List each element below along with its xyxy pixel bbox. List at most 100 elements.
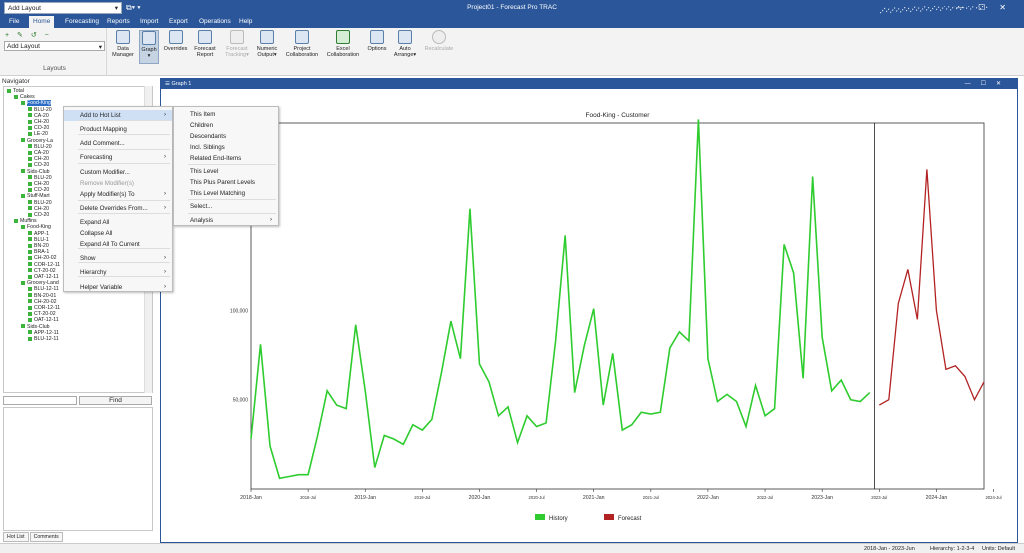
overrides-button[interactable]: Overrides [163,30,188,52]
window-controls[interactable]: —☐✕ [956,3,1020,12]
context-menu-item[interactable]: Expand All To Current [64,239,172,250]
tree-node[interactable]: BLU-12-11 [28,336,59,342]
context-menu-item[interactable]: Remove Modifier(s) [64,178,172,189]
tree-node[interactable]: Cakes [14,94,35,100]
tree-node[interactable]: Total [7,88,24,94]
tree-node[interactable]: BLU-20 [28,107,52,113]
hot-list-panel[interactable] [3,407,153,531]
context-menu-item[interactable]: Expand All [64,217,172,228]
tree-node[interactable]: Stuff-Mart [21,193,50,199]
context-menu-item[interactable]: Apply Modifier(s) To › [64,189,172,200]
project-collaboration-button[interactable]: Project Collaboration [283,30,321,58]
context-menu-item[interactable]: Show › [64,253,172,264]
tree-node[interactable]: BRA-1 [28,249,49,255]
context-menu-item[interactable]: Helper Variable › [64,282,172,293]
tree-node[interactable]: Grocery-La [21,138,53,144]
menu-forecasting[interactable]: Forecasting [65,18,99,25]
layout-dropdown[interactable]: Add Layout ▾ [4,41,105,51]
tree-node[interactable]: CA-20 [28,150,49,156]
tree-node[interactable]: BN-20-01 [28,293,56,299]
tree-node[interactable]: CT-20-02 [28,311,56,317]
graph-window-controls[interactable]: —☐✕ [964,81,1011,87]
tree-node[interactable]: Sids-Club [21,324,50,330]
submenu-item[interactable]: This Level [174,167,278,177]
context-menu-item[interactable]: Add to Hot List › [64,110,172,121]
tree-node[interactable]: CA-20 [28,113,49,119]
menu-icon[interactable]: ☰ [165,81,170,87]
context-menu-item[interactable]: Product Mapping [64,124,172,135]
auto-arrange-button[interactable]: Auto Arrange▾ [392,30,418,58]
menu-file[interactable]: File [9,18,20,25]
context-menu-item[interactable]: Delete Overrides From... › [64,203,172,214]
tree-node[interactable]: BLU-12-11 [28,286,59,292]
menu-export[interactable]: Export [169,18,188,25]
menu-help[interactable]: Help [239,18,253,25]
submenu-item[interactable]: Analysis › [174,216,278,226]
context-menu: Add to Hot List › Product Mapping Add Comme… [63,106,173,292]
context-menu-item[interactable]: Forecasting › [64,152,172,163]
sparkline-dot [890,11,892,13]
submenu-item[interactable]: Select... [174,202,278,212]
recalculate-button[interactable]: Recalculate [423,30,455,52]
find-button[interactable]: Find [79,396,152,405]
tree-node[interactable]: CH-20-02 [28,255,57,261]
tree-node[interactable]: Food-King [21,224,51,230]
tree-node[interactable]: BLU-1 [28,237,49,243]
tab-hot-list[interactable]: Hot List [3,532,29,542]
submenu-item[interactable]: This Item [174,110,278,120]
tree-node[interactable]: CH-20 [28,206,49,212]
submenu-item[interactable]: Descendants [174,132,278,142]
sparkline-dot [880,12,882,14]
graph-button[interactable]: Graph ▾ [139,30,159,64]
tree-node[interactable]: BN-20 [28,243,49,249]
tree-node[interactable]: OAT-12-11 [28,274,59,280]
tab-comments[interactable]: Comments [29,532,63,542]
tree-node[interactable]: Food-King [21,100,51,107]
tree-node[interactable]: BLU-20 [28,200,52,206]
tree-node[interactable]: LE-20 [28,131,48,137]
menu-operations[interactable]: Operations [199,18,231,25]
tree-node[interactable]: CO-20 [28,125,49,131]
tree-node[interactable]: OAT-12-11 [28,317,59,323]
tree-node[interactable]: Muffins [14,218,37,224]
tree-node[interactable]: BLU-20 [28,175,52,181]
context-menu-item[interactable]: Collapse All [64,228,172,239]
context-menu-item[interactable]: Custom Modifier... [64,167,172,178]
tree-node[interactable]: CO-20 [28,162,49,168]
menu-reports[interactable]: Reports [107,18,130,25]
tree-node[interactable]: BLU-20 [28,144,52,150]
submenu-item[interactable]: Related End-Items [174,154,278,164]
data-manager-button[interactable]: Data Manager [111,30,135,58]
tree-node[interactable]: Grocery-Land [21,280,59,286]
forecast-tracking-button[interactable]: Forecast Tracking▾ [222,30,252,58]
submenu-item[interactable]: This Plus Parent Levels [174,178,278,188]
tree-node[interactable]: COR-12-11 [28,262,60,268]
tree-node[interactable]: CH-20 [28,119,49,125]
tree-node[interactable]: COR-12-11 [28,305,60,311]
tree-node[interactable]: Sids-Club [21,169,50,175]
layout-quick-select[interactable]: Add Layout ▾ [4,2,122,14]
menu-import[interactable]: Import [140,18,159,25]
options-button[interactable]: Options [366,30,388,52]
tree-node[interactable]: APP-1 [28,231,49,237]
tree-node[interactable]: APP-12-11 [28,330,59,336]
tree-node[interactable]: CT-20-02 [28,268,56,274]
context-menu-item[interactable]: Add Comment... [64,138,172,149]
submenu-item[interactable]: This Level Matching [174,189,278,199]
context-menu-item[interactable]: Hierarchy › [64,267,172,278]
menu-home[interactable]: Home [29,16,55,28]
excel-collaboration-button[interactable]: Excel Collaboration [324,30,362,58]
tree-node[interactable]: CH-20 [28,181,49,187]
tree-node[interactable]: CH-20-02 [28,299,57,305]
find-input[interactable] [3,396,77,405]
submenu-item[interactable]: Children [174,121,278,131]
quick-access-icons[interactable]: ⧉▾ ▾ [126,3,141,12]
tree-node[interactable]: CH-20 [28,156,49,162]
tree-node[interactable]: CO-20 [28,212,49,218]
x-tick-label: 2020-Jul [529,495,545,500]
submenu-item[interactable]: Incl. Siblings [174,143,278,153]
tree-node[interactable]: CO-20 [28,187,49,193]
layout-toolbar-icons[interactable]: + ✎ ↺ − [5,32,52,39]
forecast-report-button[interactable]: Forecast Report [193,30,217,58]
numeric-output-button[interactable]: Numeric Output▾ [254,30,280,58]
